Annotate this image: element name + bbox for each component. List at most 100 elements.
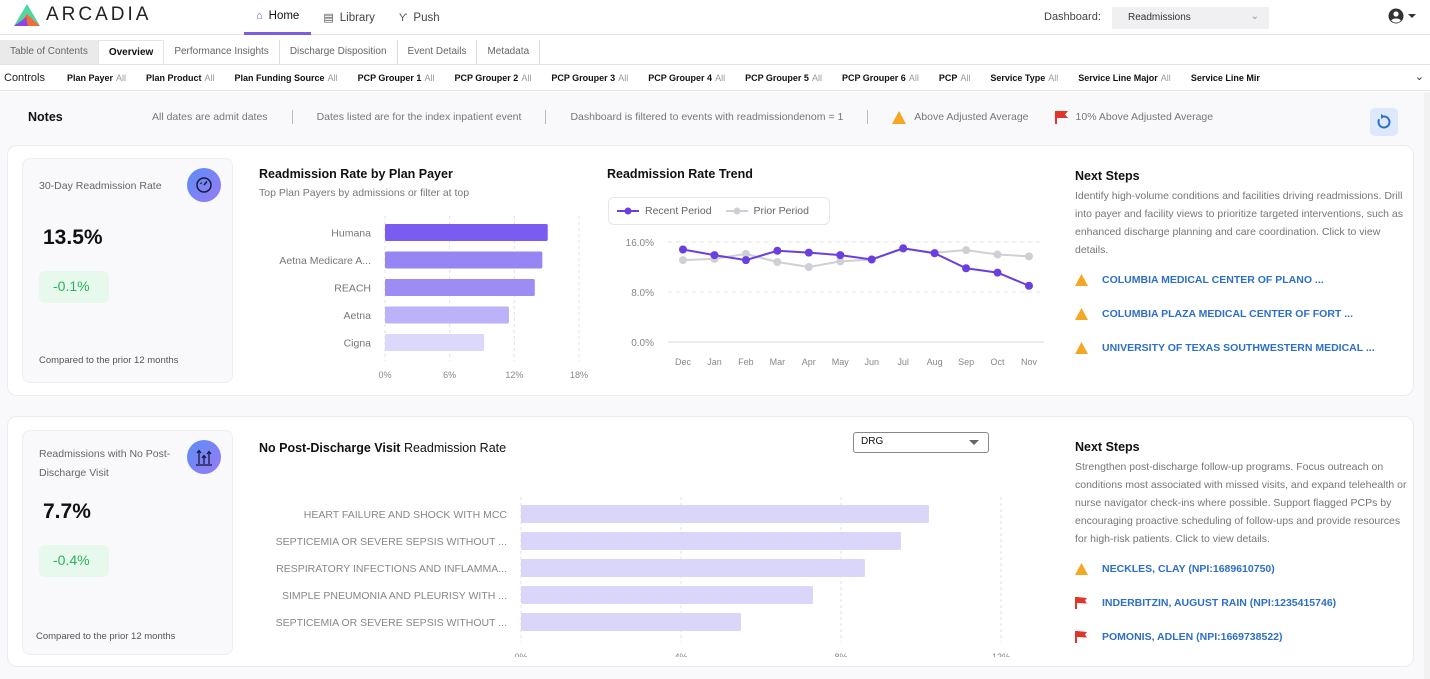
y-tick-label: 16.0% <box>626 238 654 249</box>
dashboard-label: Dashboard: <box>1044 11 1101 23</box>
recent-period-point[interactable] <box>962 264 971 273</box>
x-tick-label: Mar <box>770 357 786 367</box>
recent-period-point[interactable] <box>867 255 876 264</box>
notes-bar: Notes All dates are admit dates Dates li… <box>0 92 1430 142</box>
trend-legend: Recent Period Prior Period <box>608 197 830 225</box>
next-step-link[interactable]: COLUMBIA MEDICAL CENTER OF PLANO ... <box>1075 274 1324 286</box>
drg-bar[interactable] <box>521 505 929 523</box>
nav-home[interactable]: ⌂ Home <box>244 0 312 35</box>
drg-bar[interactable] <box>521 613 741 631</box>
next-steps-description: Identify high-volume conditions and faci… <box>1075 190 1403 256</box>
x-tick-label: 12% <box>992 652 1010 657</box>
note-item: Dashboard is filtered to events with rea… <box>570 111 844 123</box>
filter-value: All <box>424 72 435 83</box>
next-step-link[interactable]: NECKLES, CLAY (NPI:1689610750) <box>1075 563 1275 575</box>
home-icon: ⌂ <box>256 10 263 22</box>
recent-period-point[interactable] <box>773 246 782 255</box>
next-step-link[interactable]: POMONIS, ADLEN (NPI:1669738522) <box>1075 631 1283 643</box>
payer-bar[interactable] <box>385 334 485 351</box>
trend-chart-title: Readmission Rate Trend <box>607 167 753 181</box>
prior-period-point[interactable] <box>804 263 813 271</box>
filter-control[interactable]: PCP Grouper 3 All <box>551 73 628 83</box>
tab-performance-insights[interactable]: Performance Insights <box>164 40 280 64</box>
recent-period-point[interactable] <box>741 256 750 265</box>
drg-dropdown[interactable]: DRG <box>853 432 989 453</box>
recent-period-point[interactable] <box>836 251 845 260</box>
filter-control[interactable]: Plan Payer All <box>67 73 126 83</box>
kpi-card-no-post-discharge[interactable]: Readmissions with No Post-Discharge Visi… <box>22 430 233 655</box>
tab-discharge-disposition[interactable]: Discharge Disposition <box>280 40 398 64</box>
recent-period-point[interactable] <box>899 244 908 253</box>
next-step-link[interactable]: INDERBITZIN, AUGUST RAIN (NPI:1235415746… <box>1075 597 1336 609</box>
drg-bar[interactable] <box>521 586 813 604</box>
prior-period-point[interactable] <box>962 246 971 255</box>
filter-value: All <box>811 72 822 83</box>
dashboard-select[interactable]: Readmissions ⌄ <box>1112 7 1269 29</box>
filter-control[interactable]: PCP Grouper 5 All <box>745 73 822 83</box>
recent-period-point[interactable] <box>710 251 719 260</box>
kpi-card-30-day-readmission[interactable]: 30-Day Readmission Rate 13.5% -0.1% Comp… <box>22 158 233 383</box>
prior-period-point[interactable] <box>741 249 750 258</box>
filter-control[interactable]: Plan Funding Source All <box>235 73 338 83</box>
next-step-link[interactable]: UNIVERSITY OF TEXAS SOUTHWESTERN MEDICAL… <box>1075 342 1375 354</box>
prior-period-point[interactable] <box>1025 252 1033 261</box>
payer-bar[interactable] <box>385 224 548 241</box>
recent-period-point[interactable] <box>679 245 687 254</box>
prior-period-point[interactable] <box>679 256 687 265</box>
user-menu[interactable] <box>1388 8 1416 24</box>
growth-chart-icon <box>187 440 221 474</box>
drg-bar[interactable] <box>521 559 865 577</box>
filter-name: Plan Payer <box>66 72 113 83</box>
refresh-button[interactable] <box>1370 108 1398 136</box>
tab-metadata[interactable]: Metadata <box>477 40 541 64</box>
filter-control[interactable]: PCP Grouper 6 All <box>842 73 919 83</box>
next-steps-description: Strengthen post-discharge follow-up prog… <box>1075 461 1407 545</box>
x-tick-label: 0% <box>378 370 391 380</box>
recent-period-point[interactable] <box>1025 281 1033 290</box>
tab-event-details[interactable]: Event Details <box>398 40 478 64</box>
category-label: Cigna <box>344 338 372 350</box>
category-label: Aetna Medicare A... <box>279 255 371 267</box>
page-scrollbar[interactable] <box>1424 92 1430 679</box>
payer-bar[interactable] <box>385 279 535 296</box>
expand-controls-chevron-icon[interactable]: ⌄ <box>1414 71 1424 83</box>
kpi-delta-badge: -0.1% <box>39 271 109 303</box>
warning-triangle-icon <box>1075 342 1088 354</box>
filter-control[interactable]: Service Type All <box>990 73 1058 83</box>
payer-bar[interactable] <box>385 251 543 269</box>
filter-control[interactable]: PCP Grouper 1 All <box>358 73 435 83</box>
filter-control[interactable]: PCP Grouper 4 All <box>648 73 725 83</box>
filter-control[interactable]: Service Line Major All <box>1078 73 1171 83</box>
filter-name: PCP Grouper 3 <box>551 72 616 83</box>
nav-push[interactable]: ϒ Push <box>387 0 452 35</box>
filter-control[interactable]: PCP Grouper 2 All <box>454 73 531 83</box>
prior-period-point[interactable] <box>773 258 782 266</box>
next-step-link[interactable]: COLUMBIA PLAZA MEDICAL CENTER OF FORT ..… <box>1075 308 1353 320</box>
nav-library[interactable]: ▤ Library <box>311 0 387 35</box>
arcadia-logo-icon <box>14 4 40 26</box>
filter-control[interactable]: Service Line Mir <box>1191 73 1263 83</box>
x-tick-label: 4% <box>674 652 687 657</box>
recent-period-swatch <box>617 207 639 215</box>
filter-control[interactable]: Plan Product All <box>146 73 215 83</box>
next-step-label: COLUMBIA MEDICAL CENTER OF PLANO ... <box>1102 274 1324 286</box>
dashboard-content: Notes All dates are admit dates Dates li… <box>0 92 1430 679</box>
drg-bar[interactable] <box>521 532 901 550</box>
x-tick-label: 8% <box>834 652 847 657</box>
tab-overview[interactable]: Overview <box>97 40 165 64</box>
legend-recent-period[interactable]: Recent Period <box>617 205 712 217</box>
filter-value: All <box>204 72 215 83</box>
arcadia-logo[interactable]: ARCADIA <box>14 4 151 26</box>
recent-period-point[interactable] <box>930 249 939 258</box>
filter-control[interactable]: PCP All <box>939 73 971 83</box>
prior-period-point[interactable] <box>836 257 845 266</box>
legend-prior-period[interactable]: Prior Period <box>725 205 809 217</box>
prior-period-point[interactable] <box>993 250 1002 259</box>
recent-period-point[interactable] <box>993 268 1002 277</box>
payer-chart-title: Readmission Rate by Plan Payer <box>259 167 453 181</box>
payer-bar[interactable] <box>385 306 509 324</box>
x-tick-label: 6% <box>443 370 456 380</box>
recent-period-point[interactable] <box>804 248 813 257</box>
red-flag-icon <box>1054 110 1068 124</box>
tab-table-of-contents[interactable]: Table of Contents <box>0 40 98 64</box>
